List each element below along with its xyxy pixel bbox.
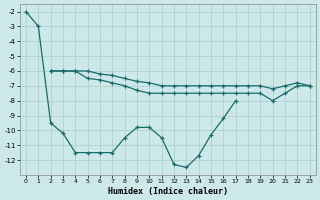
X-axis label: Humidex (Indice chaleur): Humidex (Indice chaleur) <box>108 187 228 196</box>
